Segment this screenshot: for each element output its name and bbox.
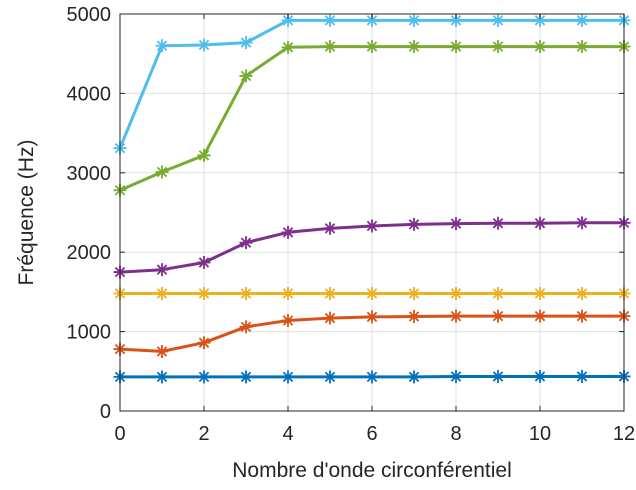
data-point [323, 311, 337, 325]
data-point [575, 40, 589, 54]
data-point [239, 236, 253, 250]
data-point [365, 13, 379, 27]
data-point [449, 217, 463, 231]
data-point [239, 320, 253, 334]
data-point [533, 309, 547, 323]
data-point [239, 370, 253, 384]
tick-marks [119, 13, 625, 412]
data-point [449, 40, 463, 54]
data-point [197, 256, 211, 270]
data-point [365, 40, 379, 54]
y-tick-label: 1000 [67, 322, 112, 344]
data-point [365, 219, 379, 233]
data-point [323, 13, 337, 27]
data-point [281, 370, 295, 384]
y-tick-label: 5000 [67, 4, 112, 26]
x-tick-label: 10 [529, 423, 551, 445]
data-point [197, 286, 211, 300]
y-tick-label: 4000 [67, 83, 112, 105]
data-point [533, 13, 547, 27]
y-tick-label: 3000 [67, 163, 112, 185]
data-point [407, 217, 421, 231]
data-point [491, 13, 505, 27]
x-tick-label: 12 [613, 423, 635, 445]
data-point [197, 148, 211, 162]
data-point [281, 13, 295, 27]
tick-labels: 0 2 4 6 8 10 12 0 1000 2000 3000 4000 5000 [67, 4, 636, 445]
x-tick-label: 4 [282, 423, 293, 445]
x-tick-label: 0 [114, 423, 125, 445]
data-point [449, 13, 463, 27]
data-point [155, 263, 169, 277]
grid-lines [119, 13, 625, 412]
data-point [449, 369, 463, 383]
data-point [155, 165, 169, 179]
data-point [407, 286, 421, 300]
x-tick-label: 2 [198, 423, 209, 445]
y-axis-label: Fréquence (Hz) [15, 140, 38, 286]
y-tick-label: 0 [100, 401, 111, 423]
data-point [323, 221, 337, 235]
series-layer [113, 13, 631, 384]
data-point [239, 286, 253, 300]
data-point [575, 13, 589, 27]
data-point [197, 336, 211, 350]
data-point [365, 310, 379, 324]
data-point [323, 286, 337, 300]
data-point [491, 369, 505, 383]
data-point [155, 39, 169, 53]
data-point [491, 40, 505, 54]
series-1 [113, 369, 631, 384]
series-3 [113, 286, 631, 300]
data-point [281, 313, 295, 327]
data-point [407, 370, 421, 384]
data-point [197, 370, 211, 384]
data-point [449, 286, 463, 300]
data-point [533, 40, 547, 54]
data-point [365, 286, 379, 300]
data-point [575, 216, 589, 230]
data-point [239, 36, 253, 50]
data-point [575, 286, 589, 300]
data-point [155, 370, 169, 384]
data-point [533, 216, 547, 230]
data-point [365, 370, 379, 384]
data-point [533, 286, 547, 300]
data-point [407, 310, 421, 324]
data-point [281, 225, 295, 239]
data-point [491, 286, 505, 300]
data-point [323, 370, 337, 384]
x-tick-label: 8 [450, 423, 461, 445]
data-point [155, 344, 169, 358]
data-point [407, 40, 421, 54]
data-point [491, 216, 505, 230]
data-point [449, 309, 463, 323]
x-tick-label: 6 [366, 423, 377, 445]
data-point [239, 69, 253, 83]
data-point [491, 309, 505, 323]
data-point [575, 369, 589, 383]
y-tick-label: 2000 [67, 242, 112, 264]
data-point [407, 13, 421, 27]
data-point [197, 38, 211, 52]
data-point [533, 369, 547, 383]
data-point [155, 286, 169, 300]
data-point [281, 286, 295, 300]
x-axis-label: Nombre d'onde circonférentiel [232, 459, 512, 482]
data-point [323, 40, 337, 54]
data-point [281, 40, 295, 54]
data-point [575, 309, 589, 323]
